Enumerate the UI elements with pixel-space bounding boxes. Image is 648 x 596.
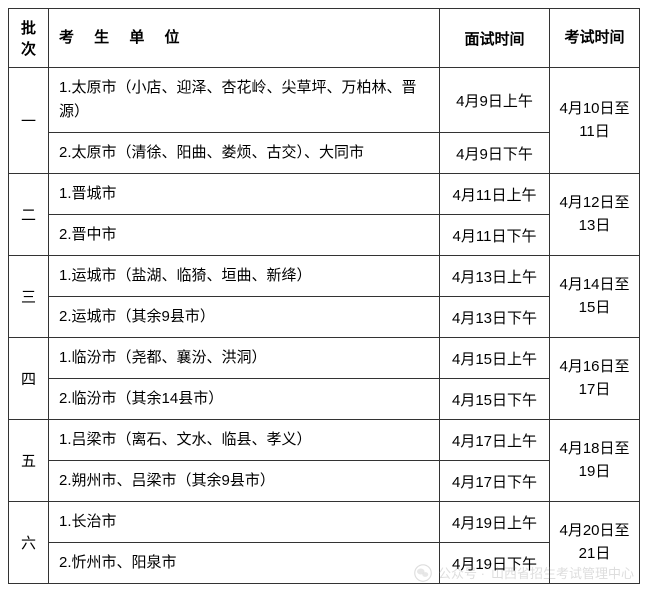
interview-cell: 4月15日上午 [440, 338, 550, 379]
interview-cell: 4月11日下午 [440, 215, 550, 256]
interview-cell: 4月17日下午 [440, 461, 550, 502]
exam-cell: 4月12日至13日 [550, 174, 640, 256]
unit-cell: 1.太原市（小店、迎泽、杏花岭、尖草坪、万柏林、晋源） [49, 68, 440, 133]
unit-cell: 1.吕梁市（离石、文水、临县、孝义） [49, 420, 440, 461]
table-row: 五 1.吕梁市（离石、文水、临县、孝义） 4月17日上午 4月18日至19日 [9, 420, 640, 461]
table-row: 2.太原市（清徐、阳曲、娄烦、古交）、大同市 4月9日下午 [9, 133, 640, 174]
batch-cell: 三 [9, 256, 49, 338]
table-row: 三 1.运城市（盐湖、临猗、垣曲、新绛） 4月13日上午 4月14日至15日 [9, 256, 640, 297]
col-header-unit: 考 生 单 位 [49, 9, 440, 68]
unit-cell: 2.忻州市、阳泉市 [49, 543, 440, 584]
interview-cell: 4月11日上午 [440, 174, 550, 215]
table-header-row: 批次 考 生 单 位 面试时间 考试时间 [9, 9, 640, 68]
interview-cell: 4月13日上午 [440, 256, 550, 297]
col-header-exam: 考试时间 [550, 9, 640, 68]
unit-cell: 1.长治市 [49, 502, 440, 543]
exam-cell: 4月14日至15日 [550, 256, 640, 338]
exam-cell: 4月18日至19日 [550, 420, 640, 502]
interview-cell: 4月13日下午 [440, 297, 550, 338]
unit-cell: 2.晋中市 [49, 215, 440, 256]
unit-cell: 1.临汾市（尧都、襄汾、洪洞） [49, 338, 440, 379]
exam-cell: 4月10日至11日 [550, 68, 640, 174]
batch-cell: 四 [9, 338, 49, 420]
unit-cell: 1.晋城市 [49, 174, 440, 215]
batch-cell: 二 [9, 174, 49, 256]
col-header-interview: 面试时间 [440, 9, 550, 68]
table-row: 2.朔州市、吕梁市（其余9县市） 4月17日下午 [9, 461, 640, 502]
interview-cell: 4月9日下午 [440, 133, 550, 174]
col-header-batch: 批次 [9, 9, 49, 68]
interview-cell: 4月9日上午 [440, 68, 550, 133]
table-row: 六 1.长治市 4月19日上午 4月20日至21日 [9, 502, 640, 543]
batch-cell: 五 [9, 420, 49, 502]
interview-cell: 4月15日下午 [440, 379, 550, 420]
batch-cell: 一 [9, 68, 49, 174]
watermark-prefix: 公众号 · [438, 563, 485, 582]
unit-cell: 1.运城市（盐湖、临猗、垣曲、新绛） [49, 256, 440, 297]
wechat-icon [414, 564, 432, 582]
unit-cell: 2.运城市（其余9县市） [49, 297, 440, 338]
schedule-table: 批次 考 生 单 位 面试时间 考试时间 一 1.太原市（小店、迎泽、杏花岭、尖… [8, 8, 640, 584]
batch-cell: 六 [9, 502, 49, 584]
table-row: 四 1.临汾市（尧都、襄汾、洪洞） 4月15日上午 4月16日至17日 [9, 338, 640, 379]
schedule-table-container: 批次 考 生 单 位 面试时间 考试时间 一 1.太原市（小店、迎泽、杏花岭、尖… [0, 0, 648, 592]
interview-cell: 4月17日上午 [440, 420, 550, 461]
table-row: 2.运城市（其余9县市） 4月13日下午 [9, 297, 640, 338]
table-row: 二 1.晋城市 4月11日上午 4月12日至13日 [9, 174, 640, 215]
unit-cell: 2.朔州市、吕梁市（其余9县市） [49, 461, 440, 502]
watermark: 公众号 · 山西省招生考试管理中心 [414, 563, 634, 582]
exam-cell: 4月16日至17日 [550, 338, 640, 420]
unit-cell: 2.临汾市（其余14县市） [49, 379, 440, 420]
watermark-name: 山西省招生考试管理中心 [491, 563, 634, 582]
table-row: 2.晋中市 4月11日下午 [9, 215, 640, 256]
table-body: 一 1.太原市（小店、迎泽、杏花岭、尖草坪、万柏林、晋源） 4月9日上午 4月1… [9, 68, 640, 584]
interview-cell: 4月19日上午 [440, 502, 550, 543]
table-row: 一 1.太原市（小店、迎泽、杏花岭、尖草坪、万柏林、晋源） 4月9日上午 4月1… [9, 68, 640, 133]
unit-cell: 2.太原市（清徐、阳曲、娄烦、古交）、大同市 [49, 133, 440, 174]
table-row: 2.临汾市（其余14县市） 4月15日下午 [9, 379, 640, 420]
